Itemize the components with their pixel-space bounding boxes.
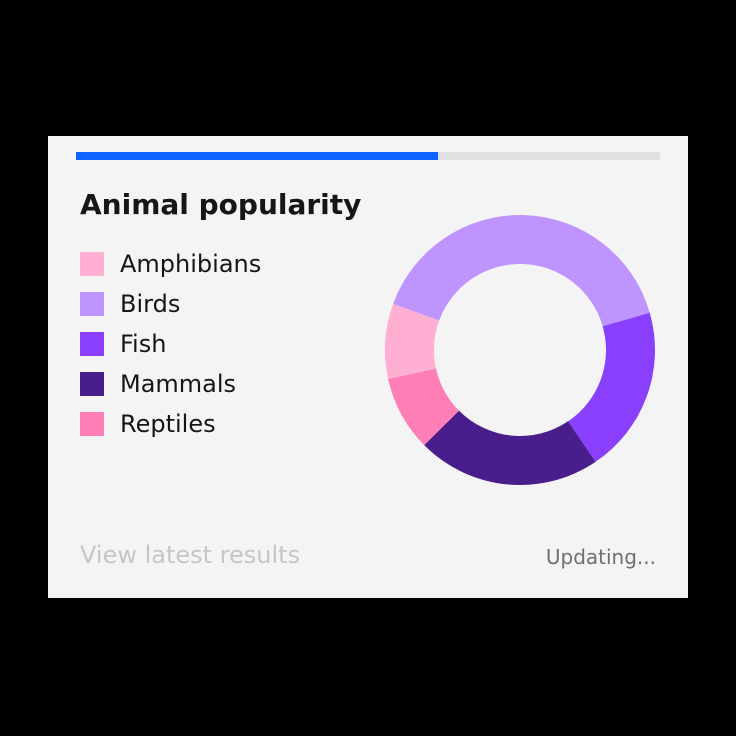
donut-slice-fish[interactable] (568, 312, 655, 462)
legend-label: Birds (120, 290, 181, 318)
legend-item-reptiles: Reptiles (80, 404, 261, 444)
legend-item-amphibians: Amphibians (80, 244, 261, 284)
legend-swatch (80, 372, 104, 396)
progress-bar (76, 152, 660, 160)
legend-label: Mammals (120, 370, 237, 398)
legend-label: Fish (120, 330, 167, 358)
view-latest-results-link[interactable]: View latest results (80, 541, 301, 569)
chart-legend: Amphibians Birds Fish Mammals Reptiles (80, 244, 261, 444)
status-text: Updating... (545, 545, 656, 569)
chart-card: Animal popularity Amphibians Birds Fish Mam… (48, 136, 688, 598)
legend-swatch (80, 292, 104, 316)
legend-item-mammals: Mammals (80, 364, 261, 404)
donut-chart (385, 215, 655, 485)
donut-slice-amphibians[interactable] (385, 303, 440, 379)
donut-slice-birds[interactable] (393, 215, 650, 327)
legend-label: Reptiles (120, 410, 216, 438)
progress-bar-fill (76, 152, 439, 160)
legend-item-birds: Birds (80, 284, 261, 324)
legend-label: Amphibians (120, 250, 262, 278)
donut-slice-reptiles[interactable] (388, 368, 459, 446)
legend-item-fish: Fish (80, 324, 261, 364)
legend-swatch (80, 332, 104, 356)
legend-swatch (80, 252, 104, 276)
card-title: Animal popularity (80, 188, 362, 221)
donut-slice-mammals[interactable] (424, 410, 596, 485)
legend-swatch (80, 412, 104, 436)
